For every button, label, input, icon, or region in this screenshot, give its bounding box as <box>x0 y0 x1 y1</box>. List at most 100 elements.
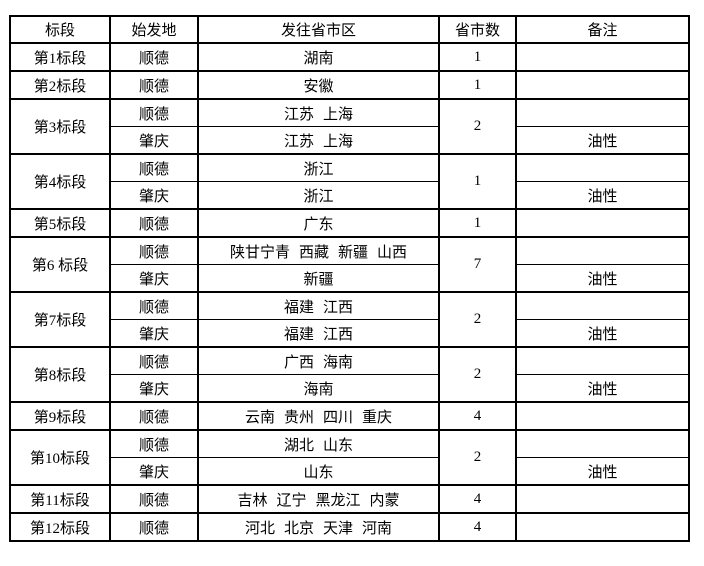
remark-cell: 油性 <box>515 319 690 348</box>
table-row: 第9标段 顺德 云南 贵州 四川 重庆 4 <box>9 401 690 431</box>
table-row: 第6 标段 顺德 陕甘宁青 西藏 新疆 山西 7 <box>9 236 690 293</box>
table-row: 第11标段 顺德 吉林 辽宁 黑龙江 内蒙 4 <box>9 484 690 514</box>
section-cell: 第10标段 <box>9 429 111 486</box>
origin-cell: 肇庆 <box>109 126 199 155</box>
destination-cell: 云南 贵州 四川 重庆 <box>197 401 440 431</box>
origin-cell: 肇庆 <box>109 457 199 486</box>
remark-cell <box>515 346 690 375</box>
remark-cell <box>515 429 690 458</box>
table-row: 第7标段 顺德 福建 江西 2 <box>9 291 690 348</box>
destination-cell: 河北 北京 天津 河南 <box>197 512 440 542</box>
origin-cell: 肇庆 <box>109 374 199 403</box>
origin-cell: 顺德 <box>109 70 199 100</box>
origin-cell: 顺德 <box>109 153 199 182</box>
section-cell: 第6 标段 <box>9 236 111 293</box>
destination-cell: 安徽 <box>197 70 440 100</box>
remark-cell <box>515 512 690 542</box>
count-cell: 2 <box>438 429 517 486</box>
count-cell: 1 <box>438 70 517 100</box>
section-cell: 第5标段 <box>9 208 111 238</box>
remark-cell <box>515 291 690 320</box>
count-cell: 2 <box>438 291 517 348</box>
table-header-row: 标段 始发地 发往省市区 省市数 备注 <box>9 15 690 44</box>
origin-cell: 肇庆 <box>109 181 199 210</box>
destination-cell: 山东 <box>197 457 440 486</box>
table-row: 第2标段 顺德 安徽 1 <box>9 70 690 100</box>
origin-cell: 肇庆 <box>109 319 199 348</box>
origin-cell: 顺德 <box>109 512 199 542</box>
origin-cell: 顺德 <box>109 291 199 320</box>
remark-cell <box>515 153 690 182</box>
table-row: 肇庆 福建 江西 油性 <box>10 319 690 348</box>
count-cell: 2 <box>438 346 517 403</box>
remark-cell: 油性 <box>515 457 690 486</box>
header-province-count: 省市数 <box>438 15 517 44</box>
origin-cell: 顺德 <box>109 42 199 72</box>
section-cell: 第7标段 <box>9 291 111 348</box>
section-cell: 第1标段 <box>9 42 111 72</box>
section-cell: 第11标段 <box>9 484 111 514</box>
remark-cell: 油性 <box>515 181 690 210</box>
table-row: 第4标段 顺德 浙江 1 <box>9 153 690 210</box>
table-row: 肇庆 山东 油性 <box>10 457 690 486</box>
destination-cell: 浙江 <box>197 181 440 210</box>
origin-cell: 顺德 <box>109 208 199 238</box>
origin-cell: 顺德 <box>109 236 199 265</box>
header-origin: 始发地 <box>109 15 199 44</box>
remark-cell <box>515 236 690 265</box>
table-row: 第1标段 顺德 湖南 1 <box>9 42 690 72</box>
table-row: 肇庆 海南 油性 <box>10 374 690 403</box>
destination-cell: 福建 江西 <box>197 319 440 348</box>
origin-cell: 顺德 <box>109 484 199 514</box>
count-cell: 2 <box>438 98 517 155</box>
shipping-sections-table: 标段 始发地 发往省市区 省市数 备注 第1标段 顺德 湖南 1 第2标段 顺德… <box>9 15 690 542</box>
remark-cell <box>515 42 690 72</box>
destination-cell: 福建 江西 <box>197 291 440 320</box>
remark-cell: 油性 <box>515 126 690 155</box>
count-cell: 4 <box>438 484 517 514</box>
origin-cell: 顺德 <box>109 346 199 375</box>
table-row: 第5标段 顺德 广东 1 <box>9 208 690 238</box>
destination-cell: 江苏 上海 <box>197 126 440 155</box>
table-row: 第3标段 顺德 江苏 上海 2 <box>9 98 690 155</box>
count-cell: 4 <box>438 401 517 431</box>
count-cell: 1 <box>438 208 517 238</box>
table-row: 肇庆 新疆 油性 <box>10 264 690 293</box>
origin-cell: 顺德 <box>109 401 199 431</box>
remark-cell: 油性 <box>515 374 690 403</box>
destination-cell: 海南 <box>197 374 440 403</box>
origin-cell: 肇庆 <box>109 264 199 293</box>
header-remark: 备注 <box>515 15 690 44</box>
origin-cell: 顺德 <box>109 429 199 458</box>
origin-cell: 顺德 <box>109 98 199 127</box>
section-cell: 第4标段 <box>9 153 111 210</box>
remark-cell <box>515 208 690 238</box>
destination-cell: 湖北 山东 <box>197 429 440 458</box>
section-cell: 第8标段 <box>9 346 111 403</box>
count-cell: 7 <box>438 236 517 293</box>
table-row: 肇庆 浙江 油性 <box>10 181 690 210</box>
destination-cell: 陕甘宁青 西藏 新疆 山西 <box>197 236 440 265</box>
table-row: 第8标段 顺德 广西 海南 2 <box>9 346 690 403</box>
remark-cell <box>515 98 690 127</box>
section-cell: 第2标段 <box>9 70 111 100</box>
destination-cell: 吉林 辽宁 黑龙江 内蒙 <box>197 484 440 514</box>
section-cell: 第9标段 <box>9 401 111 431</box>
remark-cell <box>515 401 690 431</box>
count-cell: 1 <box>438 153 517 210</box>
section-cell: 第3标段 <box>9 98 111 155</box>
table-row: 第12标段 顺德 河北 北京 天津 河南 4 <box>9 512 690 542</box>
destination-cell: 广西 海南 <box>197 346 440 375</box>
table-row: 肇庆 江苏 上海 油性 <box>10 126 690 155</box>
count-cell: 4 <box>438 512 517 542</box>
destination-cell: 广东 <box>197 208 440 238</box>
remark-cell <box>515 70 690 100</box>
table-row: 第10标段 顺德 湖北 山东 2 <box>9 429 690 486</box>
header-destinations: 发往省市区 <box>197 15 440 44</box>
count-cell: 1 <box>438 42 517 72</box>
destination-cell: 浙江 <box>197 153 440 182</box>
header-section: 标段 <box>9 15 111 44</box>
remark-cell <box>515 484 690 514</box>
destination-cell: 湖南 <box>197 42 440 72</box>
